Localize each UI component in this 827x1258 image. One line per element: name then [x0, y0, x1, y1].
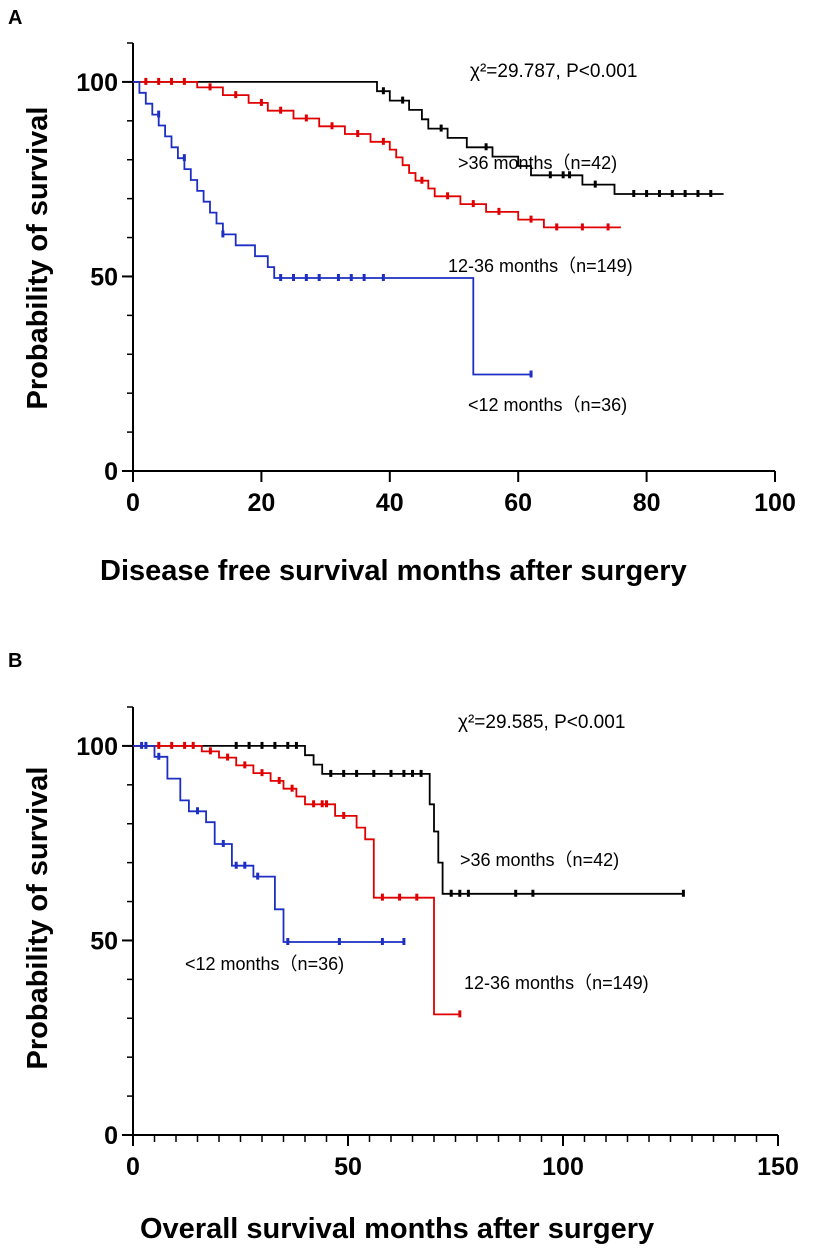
- panel-b-x-axis-title: Overall survival months after surgery: [140, 1213, 654, 1245]
- axes-A: 0 50 100 0 20 40 60 80 100: [76, 42, 796, 517]
- x-tick-label: 0: [126, 1153, 140, 1181]
- series-A-2: [133, 81, 533, 378]
- survival-curve: [133, 81, 531, 376]
- y-tick-label: 50: [90, 927, 118, 955]
- x-tick-label: 100: [542, 1153, 584, 1181]
- x-tick-label: 40: [376, 489, 404, 517]
- panel-a-legend-lt12: <12 months（n=36): [468, 395, 627, 415]
- panel-a: A χ²=29.787, P<0.001 >36 months（n=42) 12…: [8, 7, 796, 587]
- panel-a-legend-gt36: >36 months（n=42): [458, 153, 617, 173]
- survival-curve: [133, 745, 460, 1016]
- panel-a-y-axis-title: Probability of survival: [22, 107, 54, 410]
- panel-b-letter: B: [8, 650, 22, 672]
- panel-b-legend-gt36: >36 months（n=42): [460, 850, 619, 870]
- survival-curve: [133, 81, 724, 195]
- x-tick-label: 50: [334, 1153, 362, 1181]
- panel-a-letter: A: [8, 7, 22, 29]
- x-tick-label: 0: [126, 489, 140, 517]
- y-tick-label: 0: [104, 1122, 118, 1150]
- x-tick-label: 80: [633, 489, 661, 517]
- x-tick-label: 150: [757, 1153, 799, 1181]
- panel-b-statistic: χ²=29.585, P<0.001: [458, 712, 625, 733]
- panel-b: B χ²=29.585, P<0.001 >36 months（n=42) 12…: [8, 650, 799, 1245]
- panel-a-statistic: χ²=29.787, P<0.001: [470, 61, 637, 82]
- series-B-1: [133, 741, 462, 1018]
- x-tick-label: 100: [754, 489, 796, 517]
- y-tick-label: 0: [104, 458, 118, 486]
- panel-b-legend-12-36: 12-36 months（n=149): [464, 973, 649, 993]
- panel-b-y-axis-title: Probability of survival: [22, 767, 54, 1070]
- panel-a-x-axis-title: Disease free survival months after surge…: [100, 555, 687, 587]
- series-A-1: [133, 77, 621, 231]
- series-B-2: [133, 741, 406, 946]
- y-tick-label: 100: [76, 69, 118, 97]
- y-tick-label: 50: [90, 263, 118, 291]
- panel-a-legend-12-36: 12-36 months（n=149): [448, 256, 633, 276]
- y-tick-label: 100: [76, 733, 118, 761]
- survival-curve: [133, 745, 404, 943]
- x-tick-label: 60: [504, 489, 532, 517]
- panel-b-legend-lt12: <12 months（n=36): [185, 954, 344, 974]
- series-B-0: [133, 741, 685, 897]
- axes-B: 0 50 100 0 50 100 150: [76, 706, 799, 1181]
- survival-curve: [133, 745, 684, 895]
- x-tick-label: 20: [247, 489, 275, 517]
- series-A-0: [133, 81, 724, 197]
